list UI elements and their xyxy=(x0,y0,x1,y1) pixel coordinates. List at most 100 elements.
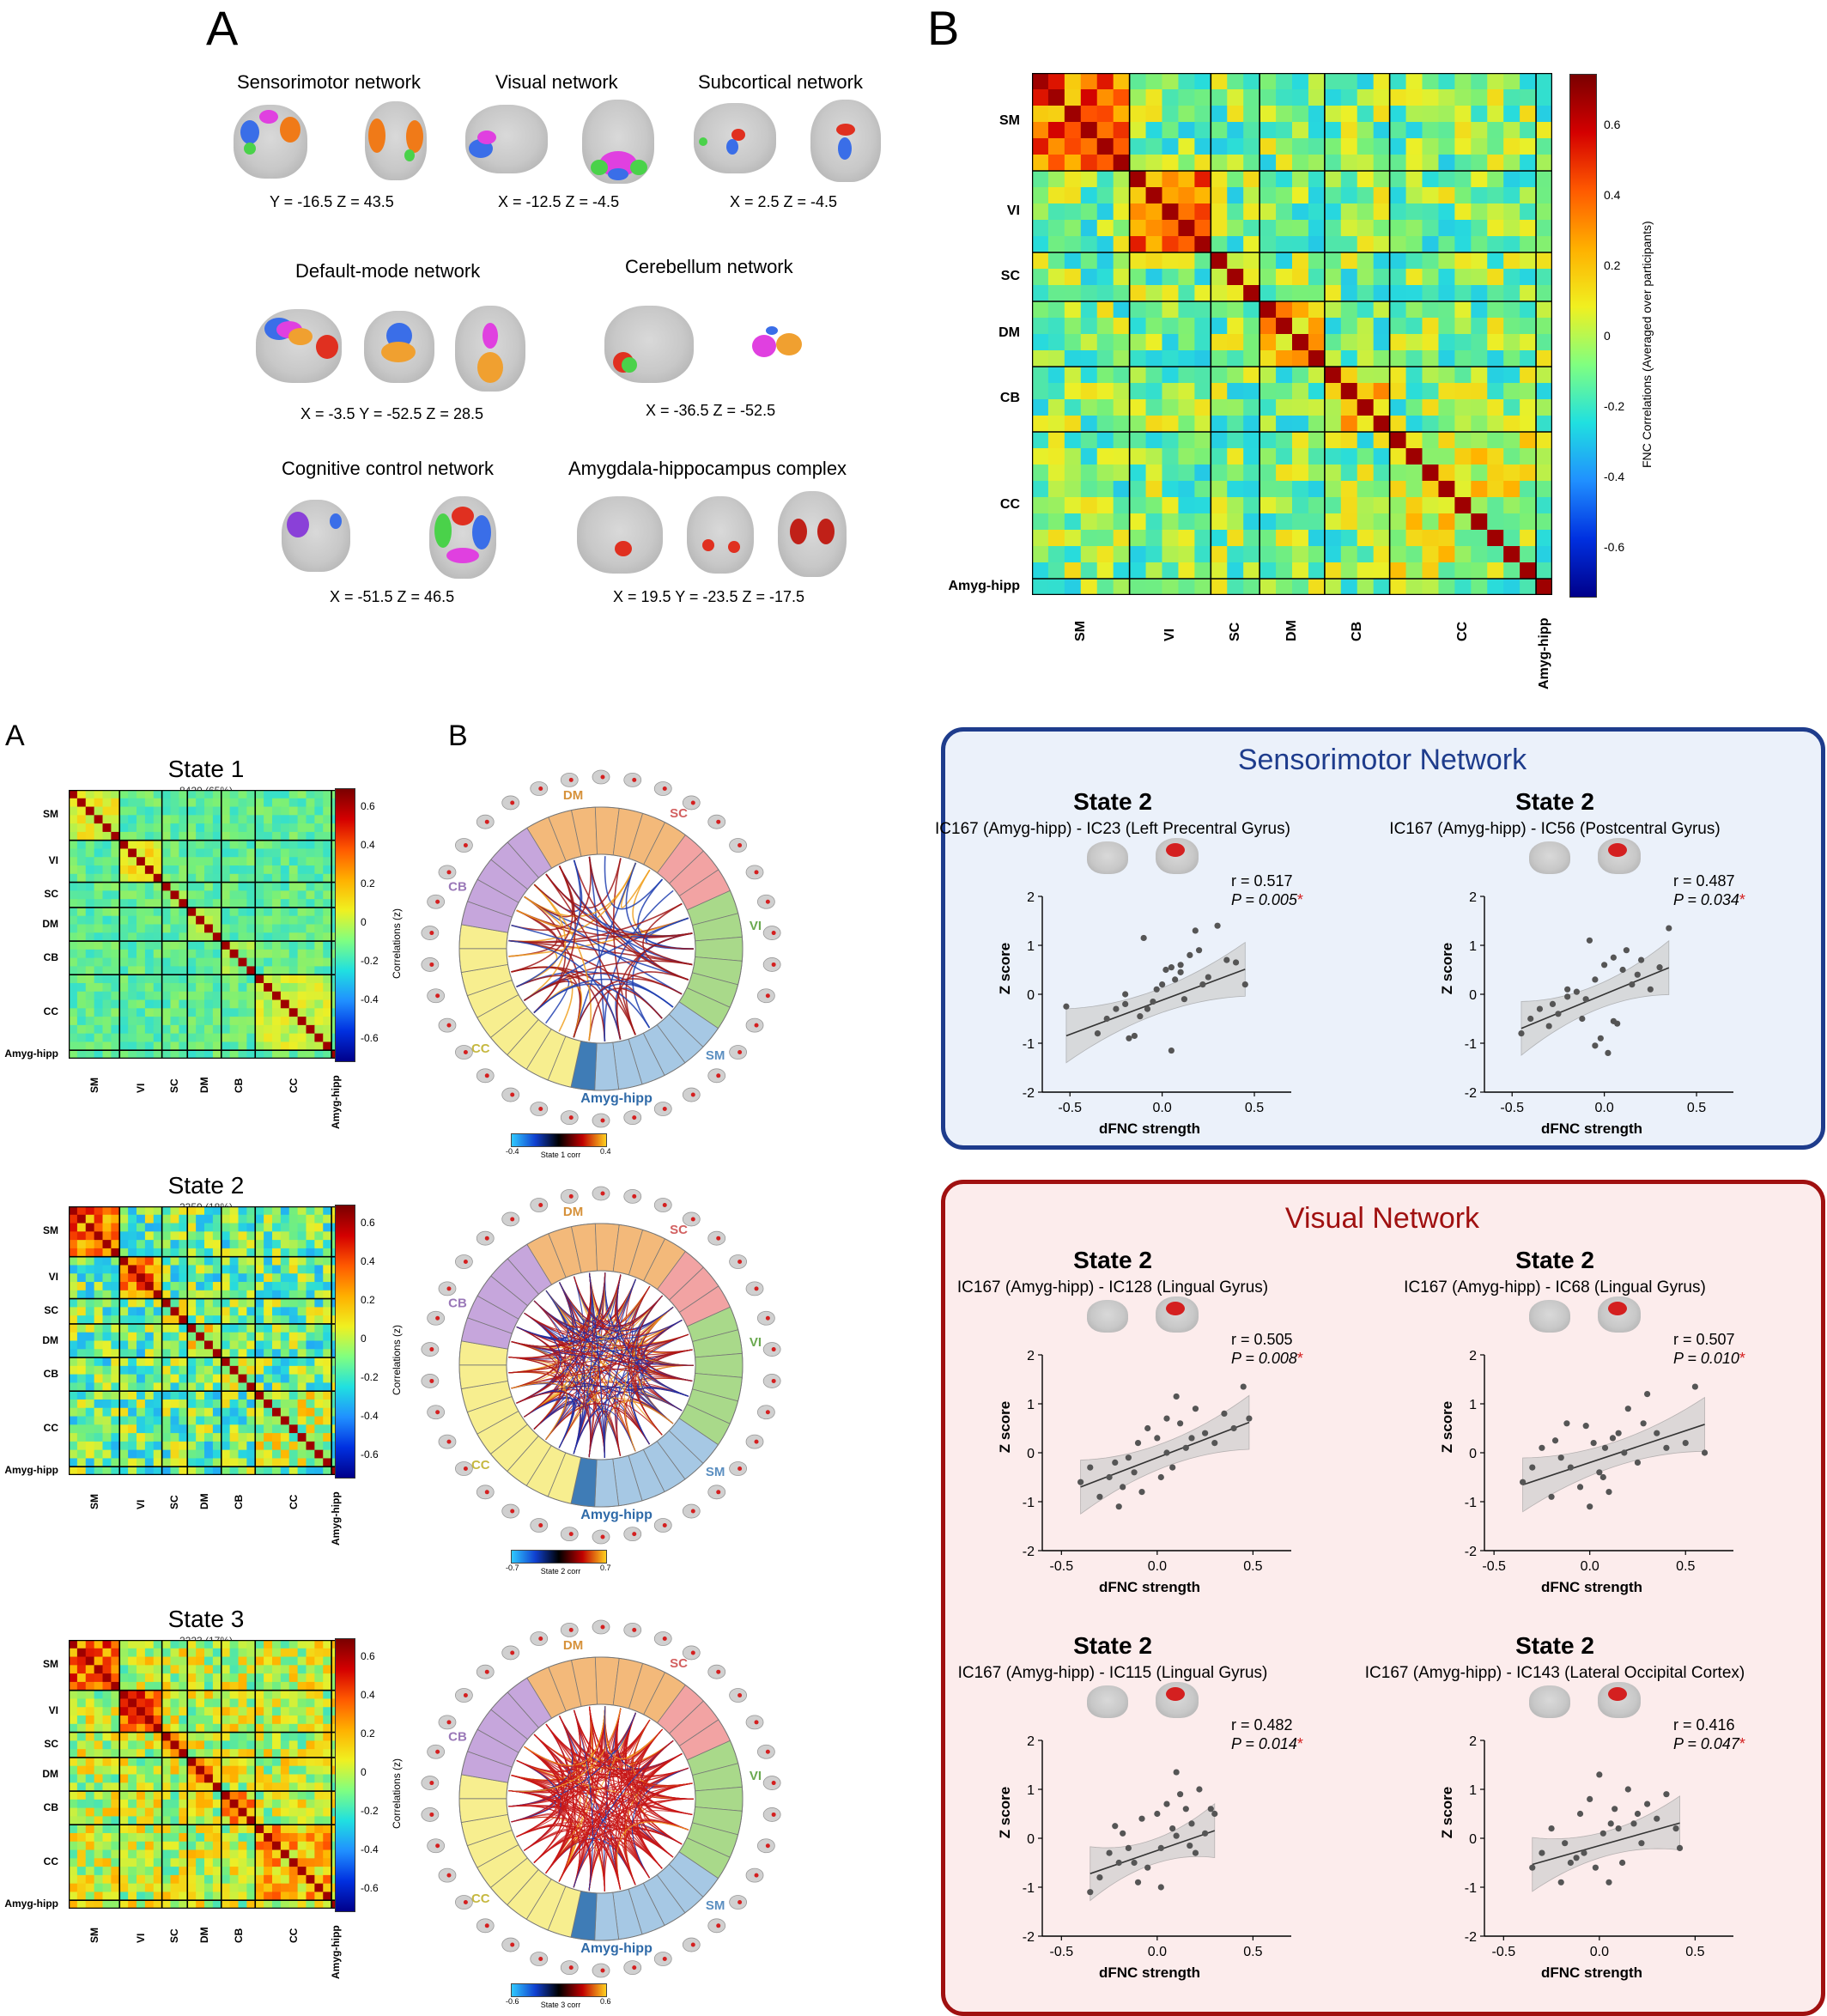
matrix-cell xyxy=(289,1884,298,1892)
matrix-cell xyxy=(1081,399,1098,416)
matrix-cell xyxy=(1162,350,1180,367)
matrix-cell xyxy=(1065,562,1082,580)
matrix-cell xyxy=(1503,448,1520,465)
chord-colorbar-label: State 2 corr xyxy=(526,1567,595,1576)
matrix-cell xyxy=(103,1240,112,1248)
matrix-cell xyxy=(289,807,298,816)
matrix-cell xyxy=(281,890,289,899)
matrix-cell xyxy=(154,899,162,908)
matrix-cell xyxy=(1178,89,1195,106)
matrix-cell xyxy=(179,823,187,832)
matrix-cell xyxy=(307,857,315,865)
matrix-cell xyxy=(222,1391,230,1400)
matrix-cell xyxy=(86,1333,94,1341)
matrix-cell xyxy=(179,1724,187,1733)
matrix-cell xyxy=(298,1698,307,1707)
matrix-cell xyxy=(289,1665,298,1673)
matrix-cell xyxy=(86,1808,94,1817)
matrix-cell xyxy=(1227,187,1244,204)
state-colorbar-tick: 0.4 xyxy=(361,1255,375,1267)
matrix-cell xyxy=(145,1025,154,1034)
matrix-cell xyxy=(1454,301,1472,319)
matrix-cell xyxy=(162,1825,171,1833)
matrix-cell xyxy=(1438,301,1455,319)
matrix-cell xyxy=(1471,171,1488,188)
matrix-cell xyxy=(69,1257,77,1266)
matrix-cell xyxy=(323,983,331,992)
matrix-cell xyxy=(1048,513,1065,531)
matrix-cell xyxy=(281,966,289,975)
matrix-cell xyxy=(119,1833,128,1842)
matrix-cell xyxy=(298,941,307,950)
matrix-cell xyxy=(69,1800,77,1808)
matrix-cell xyxy=(69,1282,77,1290)
matrix-cell xyxy=(314,925,323,933)
matrix-cell xyxy=(162,1417,171,1425)
matrix-cell xyxy=(239,1307,247,1315)
matrix-cell xyxy=(86,1050,94,1059)
matrix-cell xyxy=(103,1231,112,1240)
matrix-cell xyxy=(298,1341,307,1350)
matrix-cell xyxy=(1032,497,1049,514)
matrix-cell xyxy=(255,966,264,975)
matrix-cell xyxy=(1520,236,1537,253)
matrix-cell xyxy=(255,1825,264,1833)
matrix-cell xyxy=(145,1000,154,1009)
matrix-cell xyxy=(204,1408,213,1417)
matrix-cell xyxy=(1276,220,1293,237)
matrix-cell xyxy=(145,1791,154,1800)
matrix-cell xyxy=(230,1433,239,1442)
matrix-cell xyxy=(314,1000,323,1009)
matrix-cell xyxy=(1276,530,1293,547)
matrix-cell xyxy=(230,883,239,891)
matrix-cell xyxy=(171,841,179,849)
matrix-cell xyxy=(1423,481,1440,498)
matrix-cell xyxy=(145,1408,154,1417)
matrix-cell xyxy=(1032,269,1049,286)
matrix-cell xyxy=(187,1375,196,1383)
matrix-cell xyxy=(323,908,331,916)
matrix-cell xyxy=(255,807,264,816)
matrix-cell xyxy=(281,1257,289,1266)
matrix-cell xyxy=(246,1008,255,1017)
matrix-cell xyxy=(69,1733,77,1741)
matrix-cell xyxy=(1259,122,1277,139)
state-colorbar-tick: 0.6 xyxy=(361,1650,375,1662)
activation-blob xyxy=(368,118,385,153)
matrix-cell xyxy=(154,1758,162,1766)
matrix-cell xyxy=(289,1875,298,1884)
matrix-cell xyxy=(1146,546,1163,563)
matrix-cell xyxy=(128,950,137,958)
matrix-cell xyxy=(196,799,204,807)
matrix-cell xyxy=(69,1466,77,1475)
matrix-cell xyxy=(264,1842,272,1850)
matrix-cell xyxy=(154,1775,162,1783)
matrix-cell xyxy=(196,1000,204,1009)
matrix-cell xyxy=(1374,89,1391,106)
matrix-cell xyxy=(69,1375,77,1383)
matrix-cell xyxy=(1243,138,1260,155)
matrix-cell xyxy=(128,941,137,950)
matrix-cell xyxy=(230,1206,239,1215)
matrix-cell xyxy=(119,1875,128,1884)
matrix-cell xyxy=(323,1324,331,1333)
matrix-cell xyxy=(1471,562,1488,580)
matrix-cell xyxy=(1259,236,1277,253)
matrix-cell xyxy=(1243,122,1260,139)
matrix-cell xyxy=(1081,220,1098,237)
matrix-cell xyxy=(222,1450,230,1459)
matrix-cell xyxy=(77,1884,86,1892)
matrix-cell xyxy=(77,1025,86,1034)
matrix-cell xyxy=(246,1017,255,1025)
matrix-cell xyxy=(77,1791,86,1800)
matrix-cell xyxy=(77,992,86,1000)
matrix-cell xyxy=(1357,546,1375,563)
matrix-cell xyxy=(255,1673,264,1682)
matrix-cell xyxy=(171,899,179,908)
matrix-cell xyxy=(1357,416,1375,433)
matrix-cell xyxy=(1259,285,1277,302)
matrix-cell xyxy=(222,807,230,816)
matrix-cell xyxy=(1520,481,1537,498)
matrix-cell xyxy=(314,1775,323,1783)
